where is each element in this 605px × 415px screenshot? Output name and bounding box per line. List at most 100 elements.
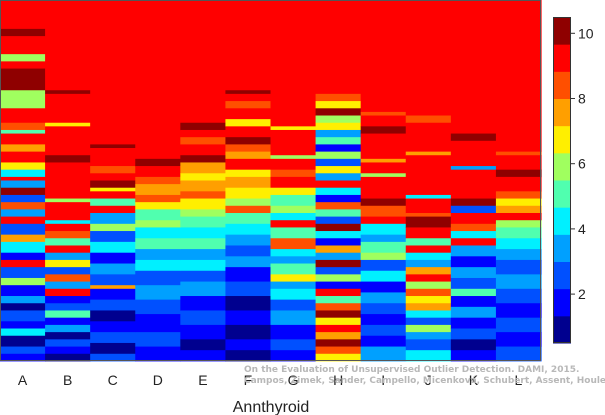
heatmap-cell	[0, 234, 46, 243]
heatmap-cell	[270, 169, 317, 178]
heatmap-cell	[360, 158, 407, 163]
heatmap-cell	[450, 277, 497, 290]
heatmap-cell	[405, 339, 452, 351]
heatmap-column-B	[45, 0, 91, 362]
heatmap-cell	[90, 321, 136, 333]
heatmap-cell	[270, 263, 317, 275]
heatmap-cell	[180, 259, 227, 272]
colorbar-segment	[553, 207, 571, 235]
heatmap-cell	[270, 205, 317, 214]
heatmap-cell	[45, 296, 91, 304]
heatmap-cell	[180, 137, 227, 145]
heatmap-cell	[90, 299, 136, 311]
heatmap-cell	[360, 162, 407, 174]
heatmap-cell	[45, 245, 91, 254]
heatmap-cell	[45, 126, 91, 156]
heatmap-cell	[360, 259, 407, 272]
heatmap-cell	[90, 0, 136, 145]
x-tick-label-D: D	[153, 372, 163, 388]
heatmap-cell	[45, 281, 91, 290]
heatmap-cell	[405, 350, 452, 362]
heatmap-cell	[0, 335, 46, 347]
heatmap-cell	[495, 205, 542, 214]
heatmap-cell	[495, 169, 542, 178]
heatmap-cell	[450, 328, 497, 340]
heatmap-cell	[495, 212, 542, 221]
heatmap-cell	[180, 180, 227, 192]
heatmap-cell	[0, 259, 46, 268]
heatmap-cell	[495, 151, 542, 156]
heatmap-cell	[315, 194, 362, 203]
heatmap-cell	[225, 198, 272, 207]
heatmap-plot-area	[0, 0, 542, 362]
heatmap-cell	[315, 296, 362, 304]
heatmap-cell	[450, 288, 497, 297]
heatmap-cell	[405, 303, 452, 311]
heatmap-cell	[450, 339, 497, 351]
heatmap-cell	[405, 252, 452, 261]
heatmap-cell	[450, 256, 497, 268]
heatmap-cell	[360, 335, 407, 347]
colorbar-tick-label: 10	[578, 25, 594, 41]
heatmap-cell	[450, 223, 497, 232]
heatmap-cell	[45, 0, 91, 91]
heatmap-cell	[0, 122, 46, 131]
heatmap-cell	[0, 202, 46, 210]
heatmap-cell	[0, 310, 46, 322]
x-tick-label-K: K	[469, 372, 479, 388]
heatmap-cell	[405, 194, 452, 199]
heatmap-cell	[360, 176, 407, 199]
heatmap-cell	[180, 129, 227, 138]
colorbar-segment	[553, 234, 571, 262]
heatmap-cell	[45, 317, 91, 326]
colorbar-tick-label: 4	[578, 221, 586, 237]
heatmap-cell	[45, 252, 91, 261]
heatmap-cell	[45, 231, 91, 239]
heatmap-cell	[135, 176, 181, 185]
heatmap-cell	[315, 231, 362, 239]
heatmap-cell	[45, 198, 91, 203]
heatmap-cell	[90, 191, 136, 199]
heatmap-cell	[45, 332, 91, 340]
heatmap-cell	[45, 346, 91, 355]
heatmap-cell	[405, 267, 452, 275]
heatmap-cell	[135, 238, 181, 250]
heatmap-cell	[225, 212, 272, 225]
heatmap-cell	[450, 166, 497, 171]
heatmap-cell	[315, 166, 362, 174]
heatmap-cell	[180, 350, 227, 362]
heatmap-cell	[270, 227, 317, 239]
heatmap-cell	[450, 296, 497, 308]
heatmap-cell	[315, 216, 362, 225]
heatmap-cell	[315, 202, 362, 210]
heatmap-cell	[90, 173, 136, 181]
colorbar-segment	[553, 315, 571, 344]
heatmap-cell	[0, 209, 46, 217]
heatmap-cell	[225, 101, 272, 109]
heatmap-cell	[135, 202, 181, 210]
heatmap-cell	[0, 328, 46, 337]
heatmap-cell	[135, 194, 181, 203]
heatmap-cell	[90, 180, 136, 189]
heatmap-cell	[0, 129, 46, 134]
heatmap-cell	[225, 267, 272, 282]
heatmap-column-J	[405, 0, 452, 362]
heatmap-cell	[0, 267, 46, 279]
colorbar-tick-label: 8	[578, 91, 586, 107]
heatmap-cell	[225, 90, 272, 95]
heatmap-cell	[180, 281, 227, 297]
heatmap-cell	[225, 350, 272, 362]
heatmap-cell	[360, 314, 407, 326]
heatmap-cell	[495, 0, 542, 153]
heatmap-cell	[135, 285, 181, 301]
colorbar-tick-label: 2	[578, 286, 586, 302]
heatmap-cell	[450, 133, 497, 142]
heatmap-cell	[180, 209, 227, 217]
heatmap-cell	[0, 144, 46, 153]
heatmap-cell	[135, 209, 181, 221]
heatmap-cell	[45, 288, 91, 297]
heatmap-cell	[0, 353, 46, 362]
heatmap-cell	[90, 241, 136, 254]
heatmap-cell	[0, 303, 46, 311]
heatmap-cell	[360, 241, 407, 254]
